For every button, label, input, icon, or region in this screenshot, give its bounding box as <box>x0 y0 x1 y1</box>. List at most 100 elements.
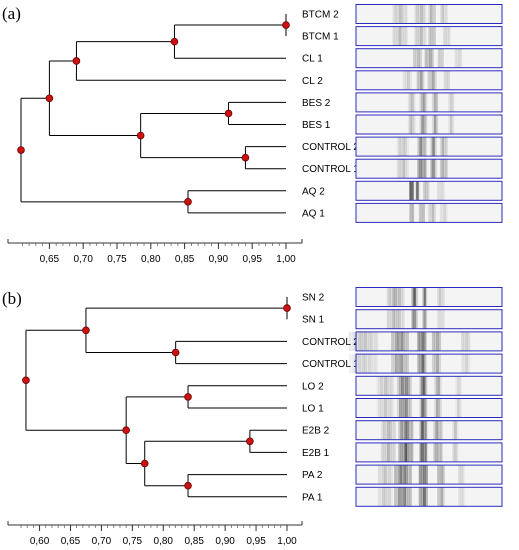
gel-band <box>400 420 403 440</box>
gel-band <box>382 398 385 418</box>
gel-band <box>424 48 428 68</box>
gel-band <box>396 4 400 24</box>
gel-band <box>407 398 410 418</box>
lane-border <box>355 180 503 201</box>
gel-band <box>417 48 420 68</box>
lane-background <box>356 465 502 485</box>
gel-band <box>419 137 423 157</box>
gel-band <box>422 287 425 307</box>
gel-band <box>396 287 399 307</box>
gel-band <box>421 376 424 396</box>
gel-band <box>443 203 446 223</box>
gel-band <box>406 331 409 351</box>
gel-band <box>429 70 433 90</box>
gel-band <box>457 398 460 418</box>
sample-label: BTCM 1 <box>302 32 339 43</box>
dendrogram-branch <box>187 385 287 409</box>
gel-band <box>423 159 427 179</box>
lane-border <box>355 375 503 396</box>
gel-band <box>379 465 383 485</box>
gel-band <box>461 354 464 374</box>
gel-band <box>410 203 413 223</box>
gel-lane <box>355 48 503 69</box>
gel-band <box>378 376 381 396</box>
gel-band <box>460 487 463 507</box>
dendrogram-branch <box>48 60 141 137</box>
gel-band <box>434 137 437 157</box>
gel-band <box>433 203 436 223</box>
gel-band <box>415 309 418 329</box>
gel-band <box>412 203 415 223</box>
gel-band <box>437 48 441 68</box>
sample-label: PA 1 <box>302 492 323 503</box>
gel-band <box>410 442 414 462</box>
axis-tick-label: 0,60 <box>30 536 50 547</box>
dendrogram-branch <box>140 112 246 159</box>
gel-band <box>467 331 471 351</box>
gel-band <box>404 137 408 157</box>
gel-band <box>404 331 408 351</box>
gel-band <box>386 465 389 485</box>
gel-band <box>433 4 436 24</box>
gel-band <box>408 420 412 440</box>
gel-band <box>420 465 424 485</box>
gel-band <box>438 354 442 374</box>
gel-band <box>420 203 424 223</box>
gel-band <box>439 420 443 440</box>
gel-band <box>402 287 405 307</box>
gel-band <box>397 487 401 507</box>
gel-band <box>437 309 440 329</box>
gel-band <box>352 331 355 351</box>
cluster-node <box>136 131 145 140</box>
gel-band <box>458 465 461 485</box>
gel-band <box>437 376 440 396</box>
gel-band <box>439 442 443 462</box>
lane-background <box>356 137 502 157</box>
gel-band <box>382 376 385 396</box>
gel-band <box>396 137 400 157</box>
gel-band <box>431 92 435 112</box>
lane-background <box>356 203 502 223</box>
gel-lane <box>355 158 503 179</box>
cluster-node <box>140 459 149 468</box>
gel-band <box>415 48 418 68</box>
lane-border <box>355 158 503 179</box>
gel-band <box>400 309 403 329</box>
lane-border <box>355 70 503 91</box>
lane-background <box>356 331 502 351</box>
gel-band <box>382 465 385 485</box>
gel-band <box>396 331 400 351</box>
sample-label: CL 2 <box>302 76 323 87</box>
gel-band <box>449 92 453 112</box>
gel-band <box>418 487 422 507</box>
gel-band <box>394 26 398 46</box>
lane-border <box>355 114 503 135</box>
gel-lane <box>355 114 503 135</box>
gel-band <box>416 26 419 46</box>
panel-b-gel-lanes <box>348 287 503 507</box>
gel-band <box>402 4 406 24</box>
gel-band <box>435 420 439 440</box>
cluster-node <box>45 94 54 103</box>
gel-lane <box>355 180 503 201</box>
gel-band <box>463 354 466 374</box>
gel-band <box>419 159 423 179</box>
axis-tick-label: 0,70 <box>73 254 93 265</box>
gel-band <box>392 4 395 24</box>
gel-band <box>445 70 448 90</box>
gel-band <box>398 354 402 374</box>
gel-band <box>409 465 412 485</box>
gel-band <box>404 420 408 440</box>
gel-band <box>376 376 379 396</box>
gel-band <box>432 137 435 157</box>
sample-label: AQ 1 <box>302 208 325 219</box>
gel-band <box>411 115 414 134</box>
gel-band <box>421 398 424 418</box>
lane-border <box>355 442 503 463</box>
gel-band <box>384 487 387 507</box>
gel-band <box>391 331 394 351</box>
gel-band <box>441 4 444 24</box>
lane-background <box>356 354 502 374</box>
gel-lane <box>355 375 503 396</box>
gel-band <box>398 420 401 440</box>
